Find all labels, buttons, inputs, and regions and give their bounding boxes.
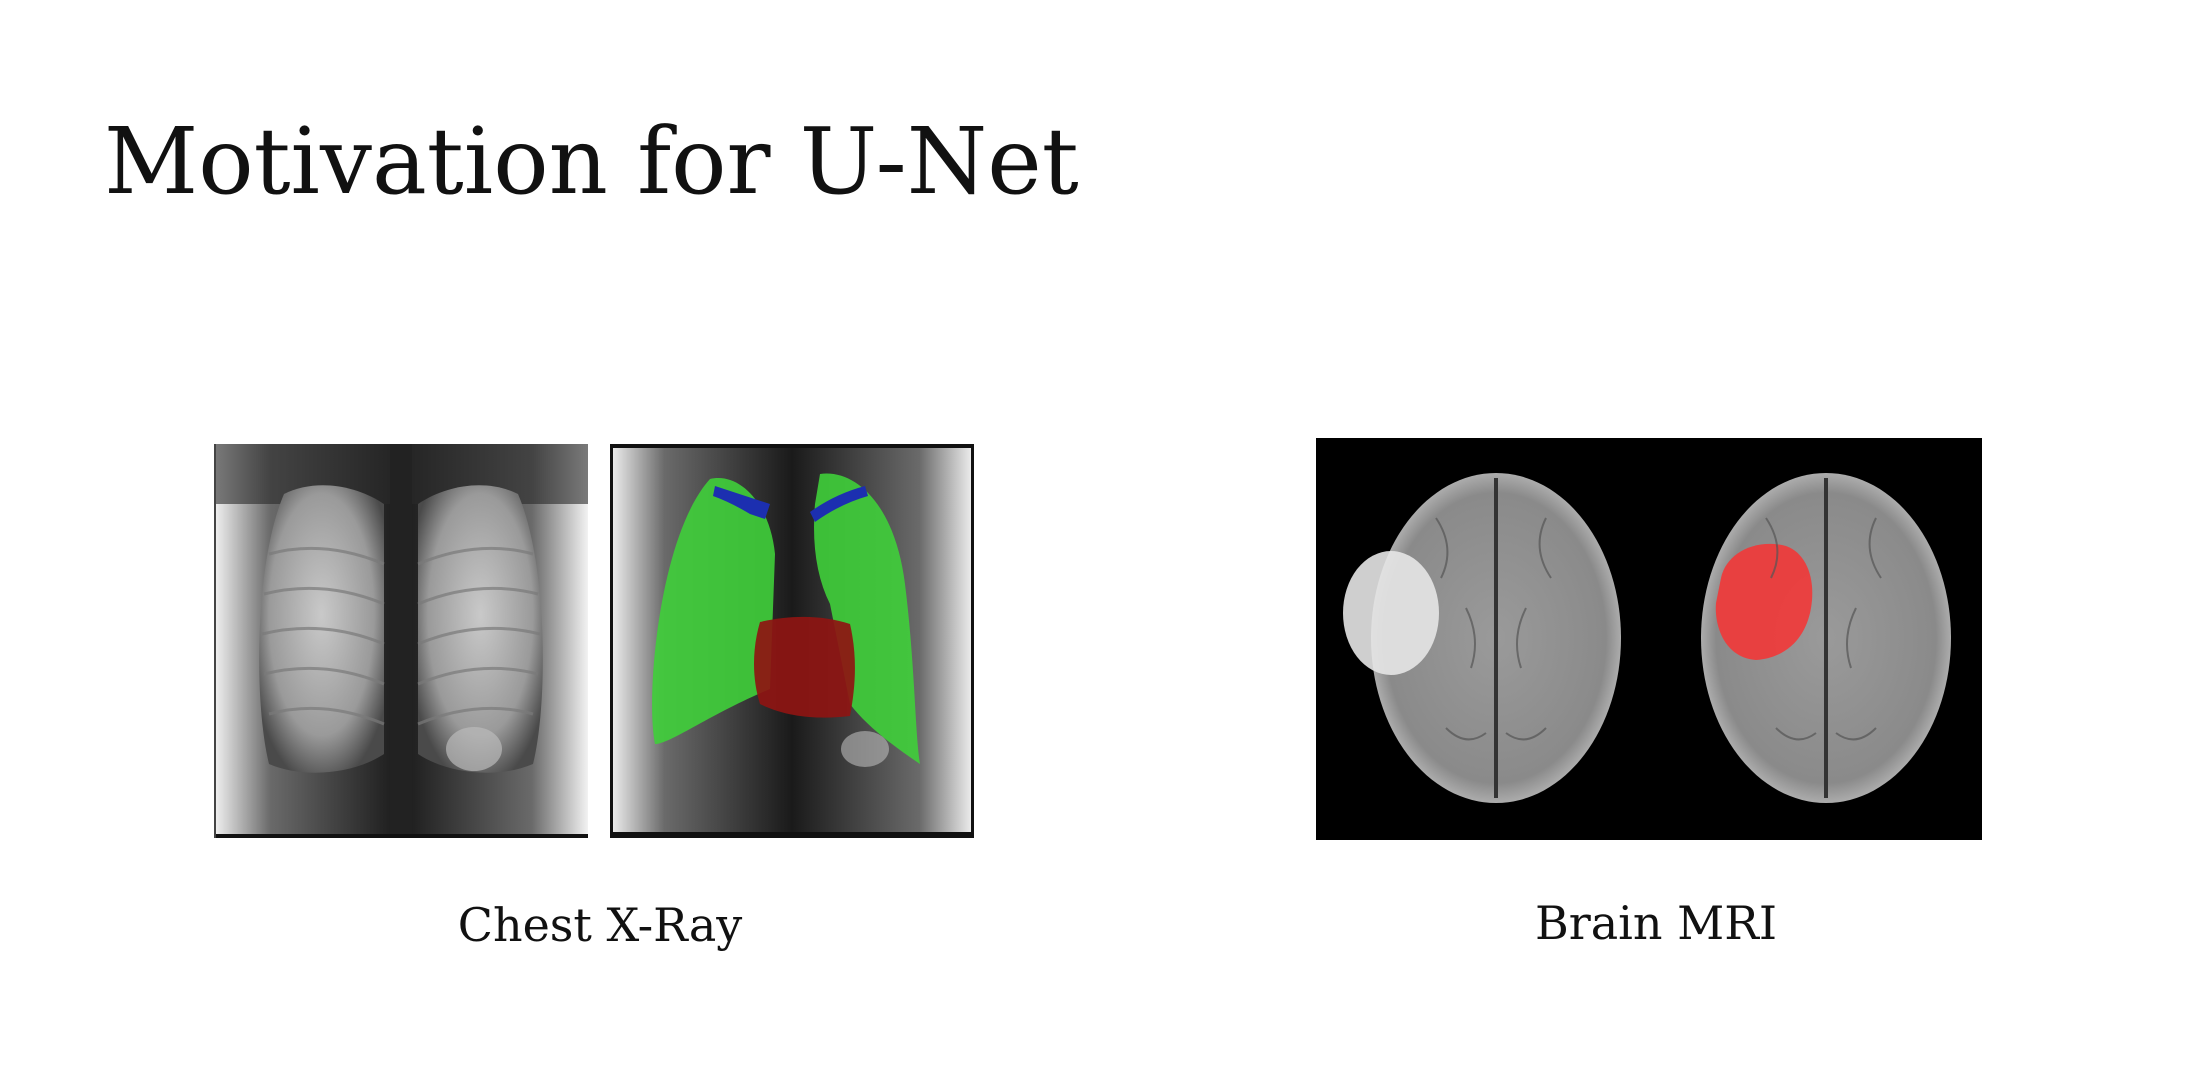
slide-title: Motivation for U-Net [104,108,1079,215]
lung-mask-right [814,473,920,764]
lung-mask-left [652,478,775,744]
brain-mri-original [1343,473,1621,803]
brain-mri-caption: Brain MRI [1534,896,1778,950]
brain-mri-segmented [1701,473,1951,803]
heart-mask [754,616,855,718]
chest-xray-segmented-image [610,444,974,838]
clavicle-mask-right [810,486,868,522]
brain-mri-image [1316,438,1982,840]
clavicle-mask-left [713,486,770,519]
chest-xray-caption: Chest X-Ray [457,898,743,952]
tumor-mask [1715,543,1813,660]
chest-xray-original-image [214,444,588,838]
